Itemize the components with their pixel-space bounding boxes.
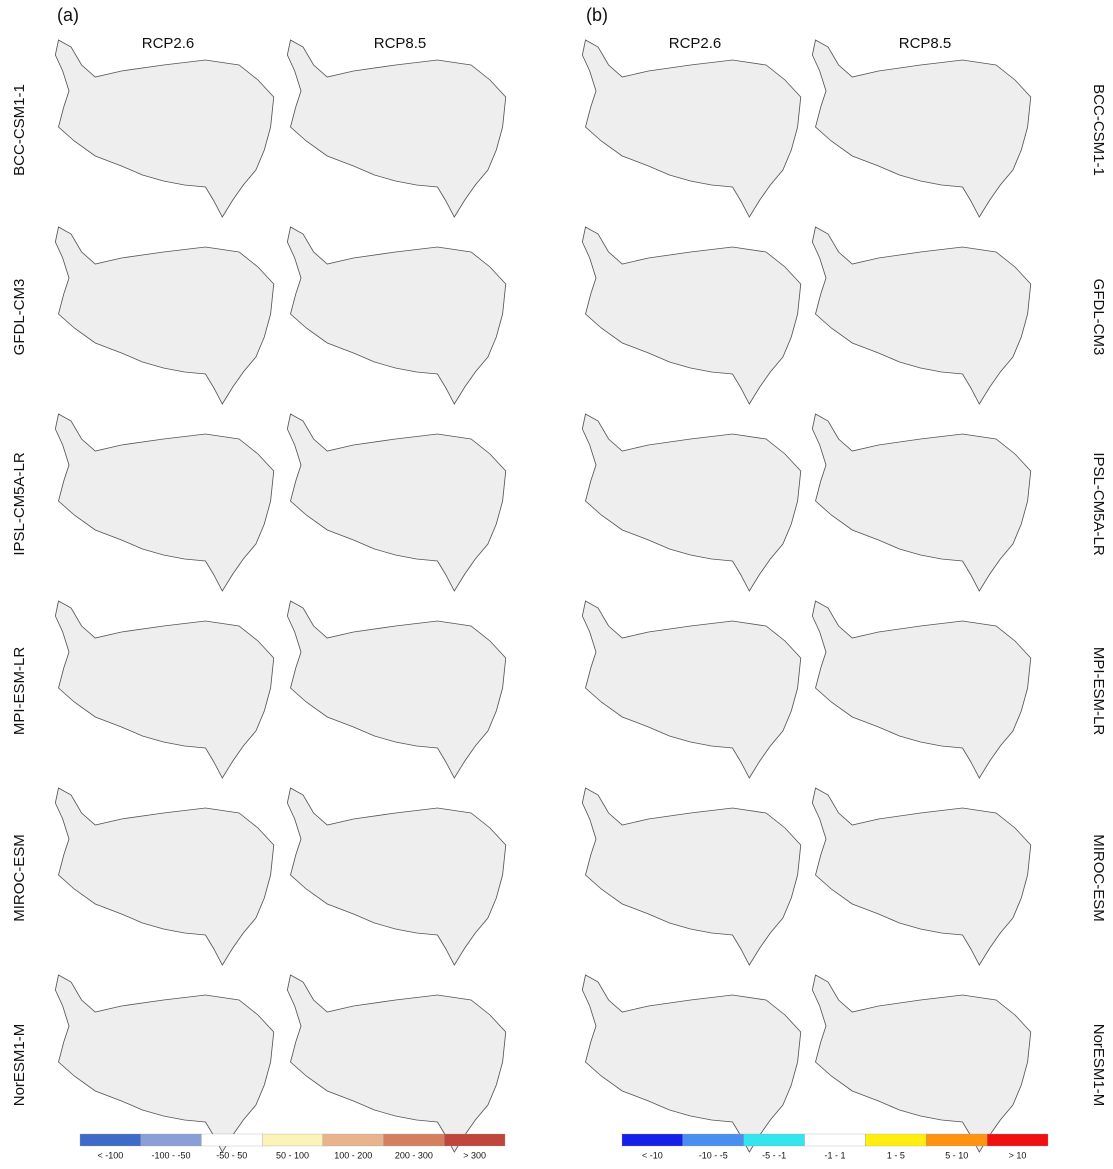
row-label: NorESM1-M	[11, 1024, 28, 1107]
map	[55, 40, 273, 217]
column-header: RCP8.5	[374, 35, 427, 52]
map	[582, 40, 800, 217]
legend-label: < -100	[97, 1150, 123, 1160]
legend-swatch	[141, 1134, 202, 1146]
legend-swatch	[744, 1134, 805, 1146]
legend-label: 200 - 300	[395, 1150, 433, 1160]
map	[55, 601, 273, 778]
map	[582, 227, 800, 404]
panel-label: (a)	[57, 5, 79, 25]
legend-swatch	[80, 1134, 141, 1146]
legend-label: > 10	[1009, 1150, 1027, 1160]
map	[582, 975, 800, 1152]
legend-label: 5 - 10	[945, 1150, 968, 1160]
row-label: BCC-CSM1-1	[1090, 84, 1107, 176]
legend-swatch	[323, 1134, 384, 1146]
legend-swatch	[622, 1134, 683, 1146]
legend-label: 50 - 100	[276, 1150, 309, 1160]
legend-label: 1 - 5	[887, 1150, 905, 1160]
legend-swatch	[201, 1134, 262, 1146]
legend-swatch	[926, 1134, 987, 1146]
map	[582, 601, 800, 778]
map	[812, 40, 1030, 217]
legend-swatch	[262, 1134, 323, 1146]
legend-swatch	[987, 1134, 1048, 1146]
legend-label: 100 - 200	[334, 1150, 372, 1160]
legend-swatch	[444, 1134, 505, 1146]
column-header: RCP2.6	[669, 35, 722, 52]
row-label: BCC-CSM1-1	[11, 84, 28, 176]
row-label: MIROC-ESM	[11, 834, 28, 922]
figure: (a) RCP2.6 RCP8.5 < -100 -100 - -50 -50 - 50 5…	[0, 0, 1113, 1169]
map	[287, 601, 505, 778]
map	[812, 414, 1030, 591]
map	[287, 40, 505, 217]
map	[812, 975, 1030, 1152]
legend-label: -100 - -50	[152, 1150, 191, 1160]
legend-swatch	[805, 1134, 866, 1146]
legend-swatch	[384, 1134, 445, 1146]
legend-label: -1 - 1	[824, 1150, 845, 1160]
map	[55, 414, 273, 591]
map	[287, 788, 505, 965]
legend-label: > 300	[463, 1150, 486, 1160]
map	[582, 788, 800, 965]
legend-label: -10 - -5	[699, 1150, 728, 1160]
row-label: IPSL-CM5A-LR	[1090, 452, 1107, 556]
map	[287, 414, 505, 591]
row-label: MPI-ESM-LR	[1090, 647, 1107, 736]
row-label: IPSL-CM5A-LR	[11, 452, 28, 556]
map	[55, 788, 273, 965]
map	[287, 975, 505, 1152]
row-label: GFDL-CM3	[1090, 279, 1107, 356]
legend-label: -50 - 50	[216, 1150, 247, 1160]
row-label: MPI-ESM-LR	[11, 647, 28, 736]
map	[582, 414, 800, 591]
legend-swatch	[865, 1134, 926, 1146]
legend-label: -5 - -1	[762, 1150, 786, 1160]
row-label: GFDL-CM3	[11, 279, 28, 356]
map	[812, 788, 1030, 965]
row-label: MIROC-ESM	[1090, 834, 1107, 922]
map	[812, 601, 1030, 778]
map	[812, 227, 1030, 404]
legend-label: < -10	[642, 1150, 663, 1160]
column-header: RCP2.6	[142, 35, 195, 52]
row-label: NorESM1-M	[1090, 1024, 1107, 1107]
column-header: RCP8.5	[899, 35, 952, 52]
map	[287, 227, 505, 404]
legend-swatch	[683, 1134, 744, 1146]
panel-label: (b)	[586, 5, 608, 25]
map	[55, 975, 273, 1152]
map	[55, 227, 273, 404]
